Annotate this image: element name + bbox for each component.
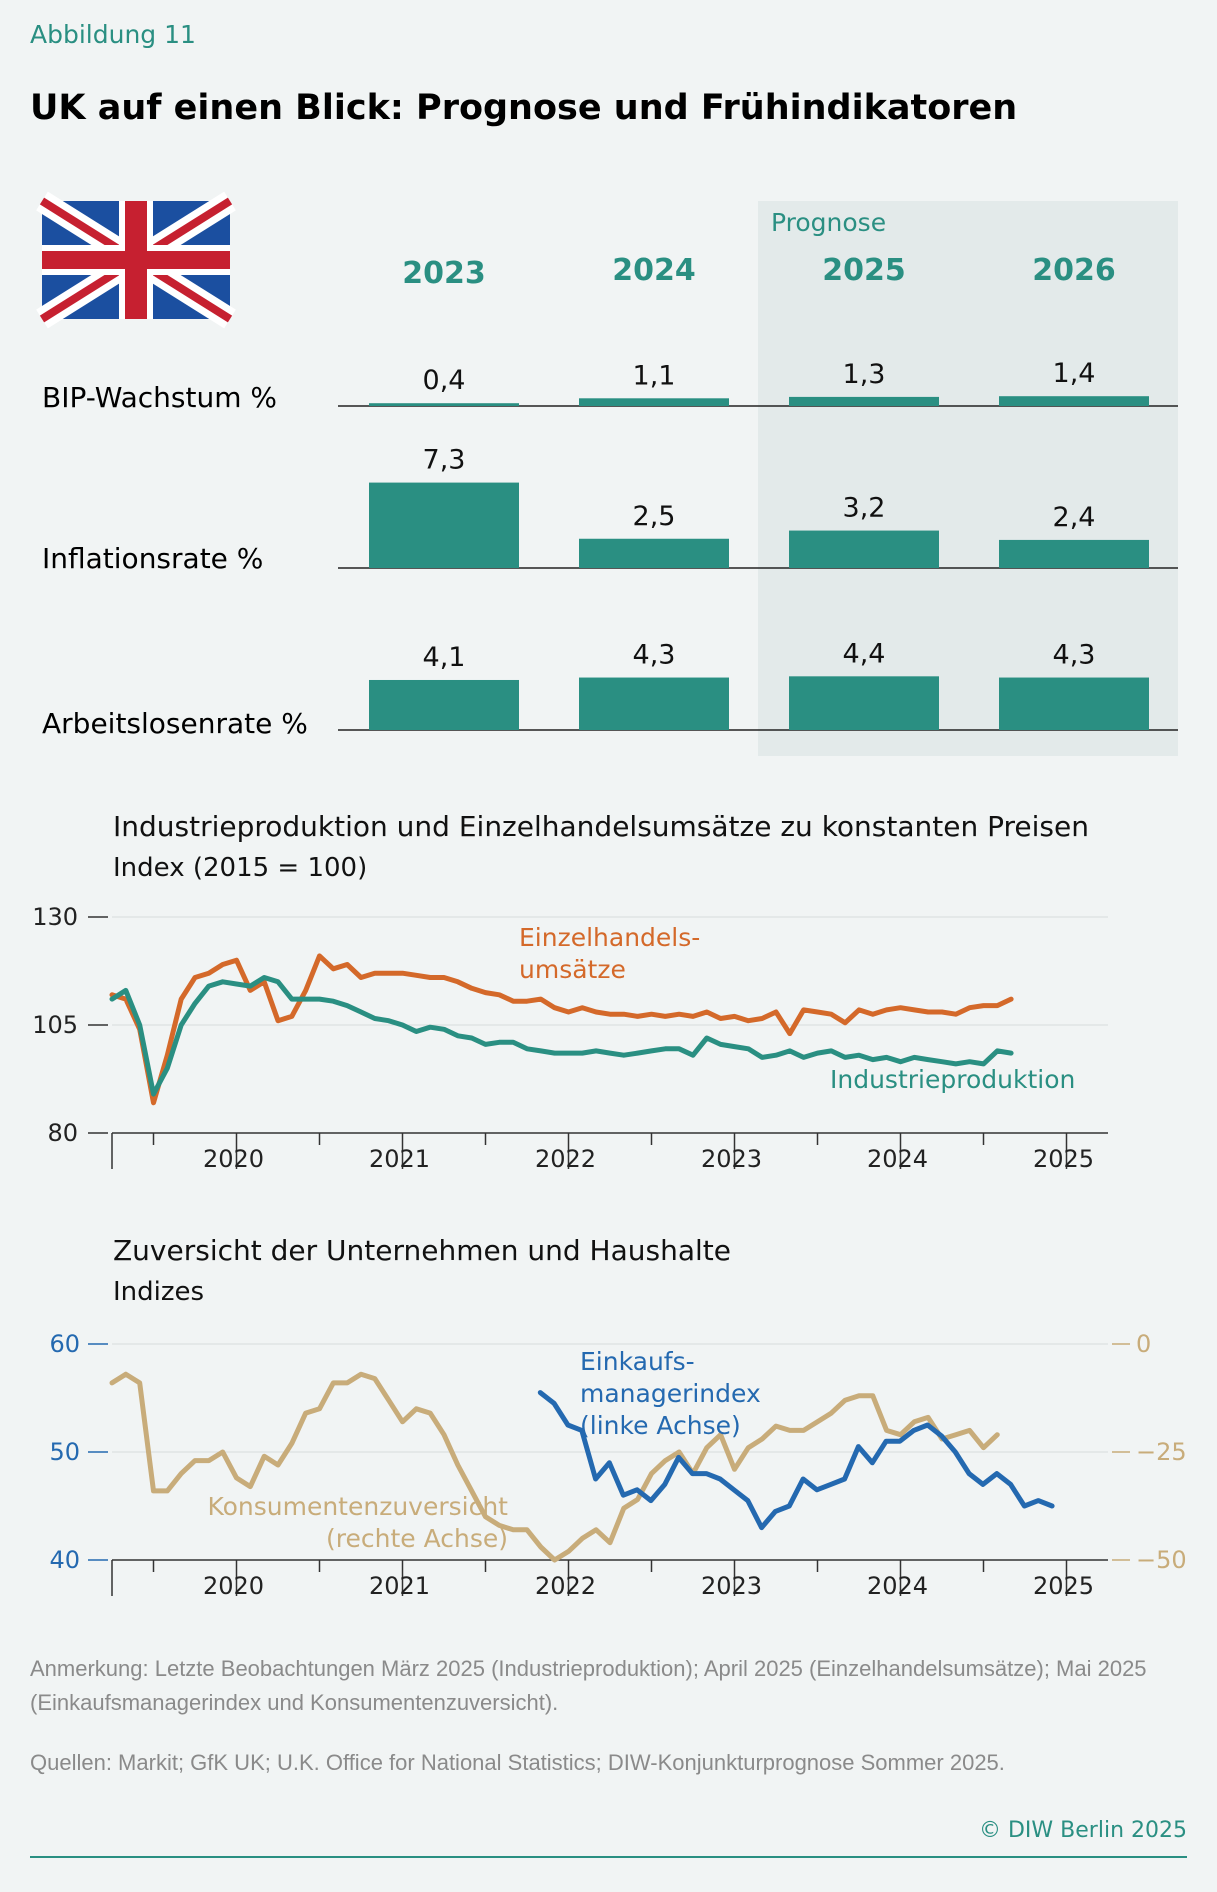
svg-text:managerindex: managerindex [580, 1379, 761, 1408]
bar-value-label: 1,3 [843, 359, 886, 390]
x-tick-label: 2023 [701, 1572, 762, 1600]
svg-text:Konsumentenzuversicht: Konsumentenzuversicht [207, 1492, 508, 1521]
x-tick-label: 2025 [1033, 1572, 1094, 1600]
chart3-subtitle: Indizes [113, 1277, 204, 1307]
year-header-2025: 2025 [822, 253, 906, 288]
x-tick-label: 2023 [701, 1145, 762, 1173]
svg-text:(rechte Achse): (rechte Achse) [326, 1524, 508, 1553]
credit: © DIW Berlin 2025 [979, 1818, 1187, 1843]
line-einkaufsmanagerindex [537, 1390, 1055, 1531]
x-tick-label: 2020 [203, 1145, 264, 1173]
bar-value-label: 2,4 [1053, 502, 1096, 533]
union-jack-flag-icon [36, 191, 236, 329]
x-tick-label: 2021 [369, 1572, 430, 1600]
bar-arbeitslosenrate-2023 [369, 679, 519, 730]
x-tick-label: 2022 [535, 1572, 596, 1600]
series-label-industrieproduktion: Industrieproduktion [830, 1065, 1075, 1094]
bar-value-label: 0,4 [423, 365, 466, 396]
chart2-title: Industrieproduktion und Einzelhandelsums… [113, 810, 1089, 843]
year-header-2024: 2024 [612, 253, 696, 288]
bar-arbeitslosenrate-2026 [999, 677, 1149, 730]
bar-bip-wachstum-2023 [369, 403, 519, 406]
x-tick-label: 2024 [867, 1145, 928, 1173]
chart3-title: Zuversicht der Unternehmen und Haushalte [113, 1234, 731, 1267]
y-tick-label-right: −50 [1136, 1546, 1187, 1574]
y-tick-label: 105 [32, 1011, 78, 1039]
x-tick-label: 2024 [867, 1572, 928, 1600]
bar-value-label: 4,3 [1053, 640, 1096, 671]
bar-value-label: 2,5 [633, 501, 676, 532]
bar-inflationsrate-2025 [789, 530, 939, 568]
forecast-region [758, 201, 1178, 756]
bar-value-label: 4,1 [423, 642, 466, 673]
x-tick-label: 2025 [1033, 1145, 1094, 1173]
x-tick-label: 2021 [369, 1145, 430, 1173]
bar-arbeitslosenrate-2025 [789, 676, 939, 730]
y-tick-label: 80 [47, 1119, 78, 1147]
series-label-einzelhandel: Einzelhandels-umsätze [519, 923, 700, 984]
line-konsumentenzuversicht [109, 1371, 1000, 1563]
bar-arbeitslosenrate-2024 [579, 677, 729, 730]
bar-bip-wachstum-2026 [999, 396, 1149, 406]
row-label-gdp: BIP-Wachstum % [42, 381, 277, 414]
series-label-einkaufsmanagerindex: Einkaufs-managerindex (linke Achse) [580, 1347, 761, 1440]
y-tick-label-left: 60 [49, 1330, 80, 1358]
y-tick-label-left: 50 [49, 1438, 80, 1466]
year-header-2023: 2023 [402, 256, 486, 291]
footnote-note: Anmerkung: Letzte Beobachtungen März 202… [30, 1656, 1147, 1715]
y-tick-label: 130 [32, 903, 78, 931]
x-tick-label: 2020 [203, 1572, 264, 1600]
row-label-unemployment: Arbeitslosenrate % [42, 707, 308, 740]
bottom-rule [30, 1856, 1187, 1858]
figure-label: Abbildung 11 [30, 20, 196, 49]
bar-bip-wachstum-2025 [789, 396, 939, 406]
svg-text:Einzelhandels-: Einzelhandels- [519, 923, 700, 952]
bar-value-label: 1,4 [1053, 358, 1096, 389]
y-tick-label-left: 40 [49, 1546, 80, 1574]
year-header-2026: 2026 [1032, 253, 1116, 288]
line-einzelhandelsumsaetze [109, 953, 1014, 1106]
bar-inflationsrate-2023 [369, 482, 519, 568]
chart2-subtitle: Index (2015 = 100) [113, 853, 367, 883]
bar-inflationsrate-2026 [999, 539, 1149, 568]
bar-inflationsrate-2024 [579, 538, 729, 568]
chart-canvas: Prognose 2023 2024 2025 2026 BIP-Wachstum %… [32, 191, 1187, 1600]
y-tick-label-right: 0 [1136, 1330, 1151, 1358]
bar-value-label: 4,3 [633, 640, 676, 671]
bar-value-label: 4,4 [843, 638, 886, 669]
line-industrieproduktion [109, 975, 1014, 1097]
page-title: UK auf einen Blick: Prognose und Frühind… [30, 88, 1018, 128]
bar-value-label: 3,2 [843, 493, 886, 524]
row-label-inflation: Inflationsrate % [42, 542, 263, 575]
footnote-sources: Quellen: Markit; GfK UK; U.K. Office for… [30, 1750, 1005, 1775]
svg-text:umsätze: umsätze [519, 955, 626, 984]
bar-value-label: 7,3 [423, 445, 466, 476]
x-tick-label: 2022 [535, 1145, 596, 1173]
y-tick-label-right: −25 [1136, 1438, 1187, 1466]
forecast-label: Prognose [771, 208, 886, 237]
bar-bip-wachstum-2024 [579, 398, 729, 406]
series-label-konsumentenzuversicht: Konsumentenzuversicht (rechte Achse) [207, 1492, 508, 1553]
svg-text:(linke Achse): (linke Achse) [580, 1411, 741, 1440]
bar-value-label: 1,1 [633, 360, 676, 391]
svg-text:Einkaufs-: Einkaufs- [580, 1347, 695, 1376]
